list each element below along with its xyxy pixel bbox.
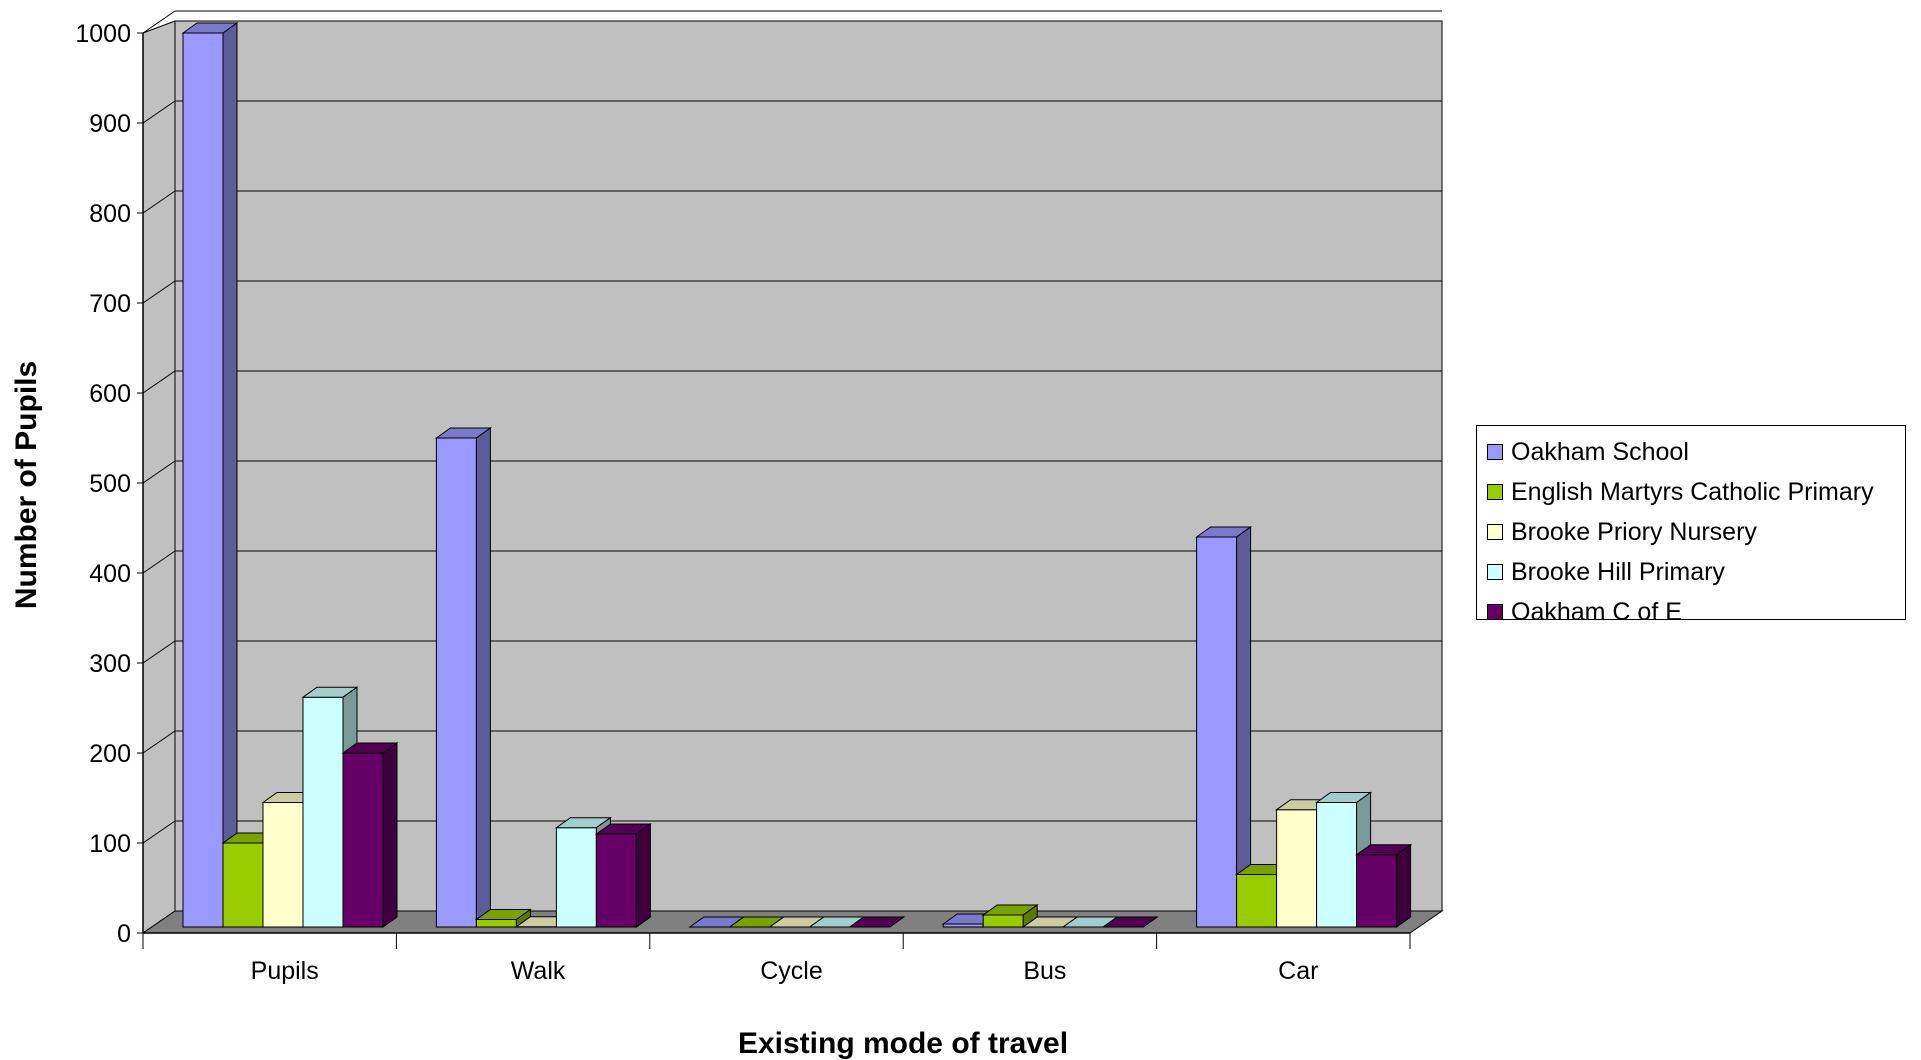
y-tick-label: 800 (89, 200, 131, 228)
y-tick-label: 700 (89, 290, 131, 318)
legend-swatch (1487, 484, 1503, 500)
legend-swatch (1487, 444, 1503, 460)
bar-front (1356, 854, 1398, 928)
gridline-side (142, 640, 176, 664)
legend-label: Brooke Priory Nursery (1511, 517, 1757, 546)
legend-label: Oakham C of E (1511, 597, 1682, 626)
bar-front (555, 827, 597, 928)
legend-item: Oakham C of E (1487, 592, 1905, 632)
side-wall (142, 20, 176, 934)
y-tick-label: 900 (89, 110, 131, 138)
x-tick-label: Walk (511, 957, 566, 985)
legend-swatch (1487, 604, 1503, 620)
y-tick-label: 1000 (75, 20, 131, 48)
bar-oakham-school-pupils (181, 22, 239, 928)
legend-label: Brooke Hill Primary (1511, 557, 1725, 586)
legend-label: Oakham School (1511, 437, 1689, 466)
x-tick-label: Car (1278, 957, 1318, 985)
legend-item: English Martyrs Catholic Primary (1487, 472, 1905, 512)
y-tick-label: 600 (89, 380, 131, 408)
bar-front (182, 32, 224, 928)
bars (181, 22, 1413, 928)
bar-front (435, 437, 477, 928)
y-tick-label: 0 (117, 920, 131, 948)
bar-front (595, 833, 637, 928)
y-tick-label: 200 (89, 740, 131, 768)
bar-front (262, 802, 304, 928)
x-tick-label: Pupils (251, 957, 319, 985)
gridline-side (142, 280, 176, 304)
bar-front (1276, 809, 1318, 928)
legend-item: Brooke Priory Nursery (1487, 512, 1905, 552)
bar-front (342, 752, 384, 928)
gridline-side (142, 820, 176, 844)
bar-oakham-c-of-e-walk (594, 823, 652, 928)
x-tick-label: Cycle (760, 957, 823, 985)
legend: Oakham School English Martyrs Catholic Pr… (1476, 425, 1906, 626)
bar-side (1142, 916, 1158, 928)
legend-item: Brooke Hill Primary (1487, 552, 1905, 592)
legend-label: English Martyrs Catholic Primary (1511, 477, 1874, 506)
legend-swatch (1487, 524, 1503, 540)
bar-oakham-school-car (1195, 526, 1253, 928)
bar-oakham-c-of-e-pupils (341, 742, 399, 928)
gridline-side (142, 730, 176, 754)
bar-side (382, 742, 398, 928)
bar-front (302, 696, 344, 928)
bar-oakham-c-of-e-cycle (848, 916, 906, 928)
y-tick-labels: 0 100 200 300 400 500 600 700 800 900 1000 (75, 20, 131, 948)
gridline-side (142, 100, 176, 124)
y-axis-title: Number of Pupils (10, 361, 43, 609)
legend-item: Oakham School (1487, 432, 1905, 472)
x-tick-labels: Pupils Walk Cycle Bus Car (251, 957, 1319, 985)
bar-oakham-c-of-e-bus (1101, 916, 1159, 928)
bar-front (982, 914, 1024, 928)
bar-front (1316, 802, 1358, 928)
bar-english-martyrs-catholic-primary-bus (981, 904, 1039, 928)
y-tick-label: 500 (89, 470, 131, 498)
x-axis-title: Existing mode of travel (738, 1027, 1068, 1060)
bar-side (635, 823, 651, 928)
gridline-side (142, 190, 176, 214)
bar-side (222, 22, 238, 928)
y-tick-label: 400 (89, 560, 131, 588)
gridline-side (142, 460, 176, 484)
y-tick-label: 100 (89, 830, 131, 858)
bar-side (1396, 843, 1412, 928)
bar-oakham-school-walk (434, 427, 492, 928)
bar-front (475, 919, 517, 928)
legend-swatch (1487, 564, 1503, 580)
gridline-side (142, 10, 176, 34)
bar-front (222, 842, 264, 928)
gridline-side (142, 370, 176, 394)
bar-side (889, 916, 905, 928)
y-tick-label: 300 (89, 650, 131, 678)
bar-front (1236, 874, 1278, 928)
axes (137, 32, 1411, 949)
bar-side (475, 427, 491, 928)
bar-front (1196, 536, 1238, 928)
x-tick-label: Bus (1023, 957, 1066, 985)
gridline-side (142, 550, 176, 574)
bar-oakham-c-of-e-car (1355, 843, 1413, 928)
